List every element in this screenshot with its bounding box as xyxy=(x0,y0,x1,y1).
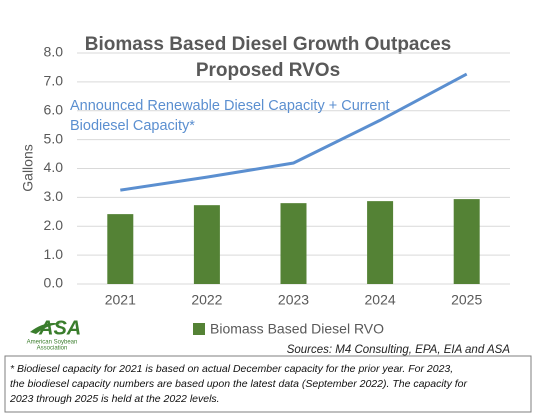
x-tick-label: 2025 xyxy=(451,292,482,308)
logo-leaf xyxy=(30,323,62,334)
footnote-box xyxy=(4,355,532,413)
y-tick-label: 2.0 xyxy=(44,217,64,233)
y-tick-label: 6.0 xyxy=(44,101,64,117)
x-tick-label: 2024 xyxy=(365,292,396,308)
line xyxy=(120,72,468,192)
x-tick-label: 2023 xyxy=(278,292,309,308)
x-tick-label: 2021 xyxy=(105,292,136,308)
logo-text: ASA xyxy=(38,317,81,339)
source: Sources: M4 Consulting, EPA, EIA and ASA xyxy=(287,344,511,356)
y-tick-label: 5.0 xyxy=(44,130,64,146)
y-tick-label: 1.0 xyxy=(44,246,64,262)
bar xyxy=(107,214,134,284)
bar xyxy=(280,203,307,284)
annotation: Biodiesel Capacity* xyxy=(70,118,195,134)
x-tick-label: 2022 xyxy=(191,292,222,308)
y-tick-label: 3.0 xyxy=(44,188,64,204)
legend-label: Biomass Based Diesel RVO xyxy=(210,321,384,337)
bar xyxy=(453,199,480,284)
chart-title: Biomass Based Diesel Growth Outpaces xyxy=(85,34,451,55)
y-tick-label: 7.0 xyxy=(44,73,64,89)
y-tick-label: 8.0 xyxy=(44,44,64,60)
chart-title: Proposed RVOs xyxy=(196,60,340,81)
y-axis-label: Gallons xyxy=(20,144,36,191)
legend-swatch xyxy=(193,323,205,335)
bar xyxy=(367,201,394,284)
logo-subtext: Association xyxy=(37,346,68,352)
footnote: * Biodiesel capacity for 2021 is based o… xyxy=(10,363,453,375)
y-tick-label: 0.0 xyxy=(44,275,64,291)
logo-subtext: American Soybean xyxy=(27,340,78,346)
annotation: Announced Renewable Diesel Capacity + Cu… xyxy=(70,98,390,114)
bar xyxy=(193,205,220,284)
footnote: the biodiesel capacity numbers are based… xyxy=(10,378,468,390)
y-tick-label: 4.0 xyxy=(44,159,64,175)
footnote: 2023 through 2025 is held at the 2022 le… xyxy=(9,393,220,405)
